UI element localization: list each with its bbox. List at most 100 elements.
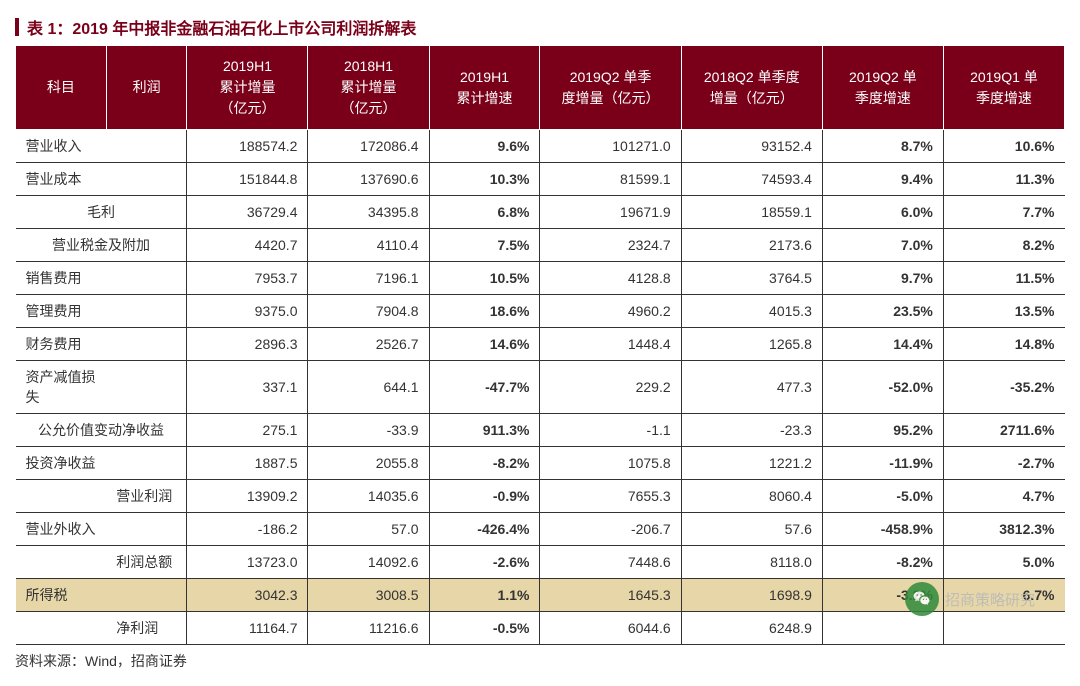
cell-value: -206.7: [540, 513, 681, 546]
cell-value: 911.3%: [429, 414, 540, 447]
cell-value: -2.7%: [943, 447, 1064, 480]
cell-value: 95.2%: [822, 414, 943, 447]
table-row: 财务费用2896.32526.714.6%1448.41265.814.4%14…: [16, 328, 1065, 361]
row-label-1: [16, 612, 107, 645]
cell-value: 10.3%: [429, 163, 540, 196]
cell-value: 6248.9: [681, 612, 822, 645]
table-row: 资产减值损失337.1644.1-47.7%229.2477.3-52.0%-3…: [16, 361, 1065, 414]
th-2019h1-growth: 2019H1 累计增速: [429, 46, 540, 130]
cell-value: 9.6%: [429, 130, 540, 163]
cell-value: 18.6%: [429, 295, 540, 328]
table-row: 毛利36729.434395.86.8%19671.918559.16.0%7.…: [16, 196, 1065, 229]
cell-value: 1.1%: [429, 579, 540, 612]
wechat-icon: [905, 582, 939, 616]
row-label-2: 营业利润: [106, 480, 187, 513]
cell-value: 1265.8: [681, 328, 822, 361]
cell-value: 6.0%: [822, 196, 943, 229]
row-label: 营业税金及附加: [16, 229, 187, 262]
cell-value: 11.3%: [943, 163, 1064, 196]
cell-value: 6044.6: [540, 612, 681, 645]
th-2019h1-amt: 2019H1 累计增量 （亿元）: [187, 46, 308, 130]
cell-value: 2526.7: [308, 328, 429, 361]
cell-value: -458.9%: [822, 513, 943, 546]
row-label: 毛利: [16, 196, 187, 229]
cell-value: 8118.0: [681, 546, 822, 579]
cell-value: 275.1: [187, 414, 308, 447]
row-label-1: 营业收入: [16, 130, 107, 163]
cell-value: 4960.2: [540, 295, 681, 328]
cell-value: 1448.4: [540, 328, 681, 361]
cell-value: 5.0%: [943, 546, 1064, 579]
cell-value: 7953.7: [187, 262, 308, 295]
cell-value: 57.0: [308, 513, 429, 546]
table-row: 营业税金及附加4420.74110.47.5%2324.72173.67.0%8…: [16, 229, 1065, 262]
cell-value: 57.6: [681, 513, 822, 546]
row-label-1: [16, 480, 107, 513]
th-2019q2-amt: 2019Q2 单季 度增量（亿元）: [540, 46, 681, 130]
cell-value: 23.5%: [822, 295, 943, 328]
cell-value: 13.5%: [943, 295, 1064, 328]
cell-value: 18559.1: [681, 196, 822, 229]
cell-value: 337.1: [187, 361, 308, 414]
table-row: 管理费用9375.07904.818.6%4960.24015.323.5%13…: [16, 295, 1065, 328]
cell-value: 172086.4: [308, 130, 429, 163]
cell-value: 8.2%: [943, 229, 1064, 262]
row-label-1: 所得税: [16, 579, 107, 612]
cell-value: 14.8%: [943, 328, 1064, 361]
table-row: 营业成本151844.8137690.610.3%81599.174593.49…: [16, 163, 1065, 196]
row-label-1: 投资净收益: [16, 447, 107, 480]
cell-value: 93152.4: [681, 130, 822, 163]
cell-value: 14092.6: [308, 546, 429, 579]
cell-value: 7448.6: [540, 546, 681, 579]
wechat-watermark: 招商策略研究: [905, 582, 1035, 616]
table-row: 营业收入 188574.2172086.49.6%101271.093152.48…: [16, 130, 1065, 163]
cell-value: 3042.3: [187, 579, 308, 612]
cell-value: 1645.3: [540, 579, 681, 612]
table-title-row: 表 1：2019 年中报非金融石油石化上市公司利润拆解表: [15, 15, 1065, 39]
cell-value: 74593.4: [681, 163, 822, 196]
cell-value: 4110.4: [308, 229, 429, 262]
th-2019q2-growth: 2019Q2 单 季度增速: [822, 46, 943, 130]
row-label-2: [106, 328, 187, 361]
cell-value: 14.4%: [822, 328, 943, 361]
cell-value: 8.7%: [822, 130, 943, 163]
row-label-2: 净利润: [106, 612, 187, 645]
cell-value: 477.3: [681, 361, 822, 414]
cell-value: -33.9: [308, 414, 429, 447]
cell-value: 36729.4: [187, 196, 308, 229]
cell-value: 7655.3: [540, 480, 681, 513]
cell-value: 7196.1: [308, 262, 429, 295]
cell-value: 13909.2: [187, 480, 308, 513]
cell-value: 151844.8: [187, 163, 308, 196]
cell-value: 137690.6: [308, 163, 429, 196]
cell-value: -35.2%: [943, 361, 1064, 414]
cell-value: 81599.1: [540, 163, 681, 196]
row-label-2: [106, 295, 187, 328]
row-label-1: 销售费用: [16, 262, 107, 295]
cell-value: 101271.0: [540, 130, 681, 163]
th-2018q2-amt: 2018Q2 单季度 增量（亿元）: [681, 46, 822, 130]
row-label-2: [106, 513, 187, 546]
cell-value: 4420.7: [187, 229, 308, 262]
cell-value: 11164.7: [187, 612, 308, 645]
cell-value: 7.5%: [429, 229, 540, 262]
row-label-2: [106, 163, 187, 196]
profit-breakdown-table: 科目 利润 2019H1 累计增量 （亿元） 2018H1 累计增量 （亿元） …: [15, 45, 1065, 645]
row-label-1: 营业成本: [16, 163, 107, 196]
cell-value: 7.0%: [822, 229, 943, 262]
row-label: 公允价值变动净收益: [16, 414, 187, 447]
cell-value: 188574.2: [187, 130, 308, 163]
cell-value: 13723.0: [187, 546, 308, 579]
cell-value: -47.7%: [429, 361, 540, 414]
cell-value: -0.5%: [429, 612, 540, 645]
cell-value: 1887.5: [187, 447, 308, 480]
row-label-1: 管理费用: [16, 295, 107, 328]
cell-value: [943, 612, 1064, 645]
cell-value: 3764.5: [681, 262, 822, 295]
watermark-text: 招商策略研究: [945, 589, 1035, 610]
cell-value: 1075.8: [540, 447, 681, 480]
table-row: 投资净收益1887.52055.8-8.2%1075.81221.2-11.9%…: [16, 447, 1065, 480]
cell-value: 8060.4: [681, 480, 822, 513]
cell-value: 1221.2: [681, 447, 822, 480]
cell-value: 34395.8: [308, 196, 429, 229]
